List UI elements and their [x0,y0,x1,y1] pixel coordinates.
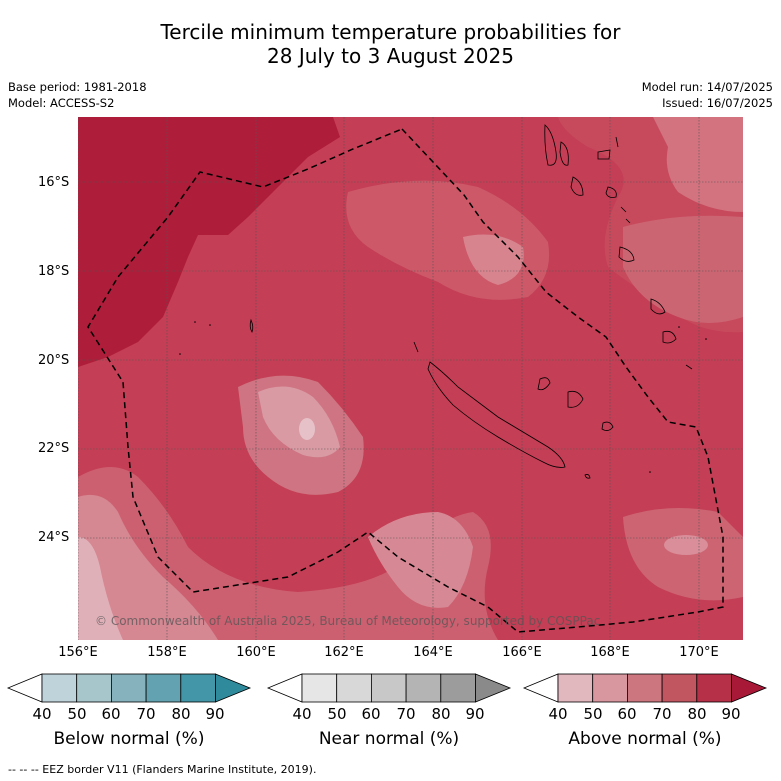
cbar-near-seg-1 [301,673,338,703]
cbar-below-tick-50: 50 [67,705,87,723]
lon-label-164e: 164°E [413,645,453,660]
cbar-near-seg-4 [405,673,442,703]
cbar-below-seg-3 [111,673,147,703]
cbar-above-seg-1 [557,673,594,703]
cbar-near-seg-0 [266,673,303,703]
cbar-near-tick-50: 50 [327,705,347,723]
cbar-near-tick-80: 80 [431,705,451,723]
island-ouvea [537,377,551,391]
title-line-2: 28 July to 3 August 2025 [267,44,514,68]
cbar-near-tick-90: 90 [465,705,485,723]
cbar-below-title: Below normal (%) [53,729,205,749]
small-islands [179,321,707,473]
cbar-above-seg-2 [592,673,628,703]
cbar-below-seg-5 [180,673,216,703]
lon-label-166e: 166°E [502,645,542,660]
cbar-near-seg-6 [475,673,512,703]
cbar-below-tick-80: 80 [171,705,191,723]
issued-date: Issued: 16/07/2025 [662,96,773,110]
region-above-90 [78,117,340,367]
cbar-below-tick-70: 70 [136,705,156,723]
lon-label-170e: 170°E [679,645,719,660]
region-above-50-west [299,418,315,440]
region-above-60-se [664,535,708,555]
eez-footnote: -- -- -- EEZ border V11 (Flanders Marine… [8,763,317,776]
model-run: Model run: 14/07/2025 [641,80,773,94]
cbar-near-seg-2 [336,673,372,703]
cbar-below-seg-4 [145,673,182,703]
eez-border [87,128,724,633]
cbar-below-seg-1 [41,673,78,703]
cbar-above-seg-0 [522,673,559,703]
cbar-above-title: Above normal (%) [568,729,722,749]
cbar-above-seg-4 [661,673,698,703]
lat-label-16s: 16°S [38,175,70,190]
cbar-above-seg-3 [627,673,663,703]
cbar-near-tick-70: 70 [396,705,416,723]
cbar-near-seg-3 [371,673,407,703]
cbar-above-seg-6 [731,673,768,703]
cbar-above-tick-50: 50 [583,705,603,723]
region-above-70-east [623,215,743,323]
lon-label-156e: 156°E [58,645,98,660]
region-above-70-center [463,234,524,285]
island-lifou [567,390,584,408]
island-pines [584,474,591,479]
region-above-70-ne [653,117,743,212]
lat-label-20s: 20°S [38,353,70,368]
cbar-above-tick-40: 40 [548,705,568,723]
cbar-below-seg-2 [76,673,112,703]
lon-label-158e: 158°E [147,645,187,660]
meta-left: Base period: 1981-2018 Model: ACCESS-S2 [8,79,147,111]
colorbar-above-normal [522,673,768,703]
cbar-below-tick-90: 90 [205,705,225,723]
lat-label-18s: 18°S [38,264,70,279]
colorbar-below-normal [6,673,252,703]
cbar-above-tick-70: 70 [652,705,672,723]
copyright-text: © Commonwealth of Australia 2025, Bureau… [95,614,601,628]
region-above-60-west [258,386,340,458]
cbar-below-tick-60: 60 [101,705,121,723]
cbar-above-tick-90: 90 [721,705,741,723]
meta-right: Model run: 14/07/2025 Issued: 16/07/2025 [642,79,773,111]
new-caledonia-coast [427,361,566,468]
lon-label-168e: 168°E [590,645,630,660]
island-mare [601,421,614,431]
cbar-below-seg-0 [6,673,43,703]
cbar-above-tick-80: 80 [687,705,707,723]
cbar-near-title: Near normal (%) [318,729,460,749]
vanuatu-islands [544,124,693,370]
colorbar-near-normal [266,673,512,703]
map-title: Tercile minimum temperature probabilitie… [0,20,781,68]
base-period: Base period: 1981-2018 [8,80,147,94]
region-above-60-sw [78,494,218,640]
cbar-below-seg-6 [215,673,252,703]
region-above-50-sw [78,537,123,640]
title-line-1: Tercile minimum temperature probabilitie… [160,20,621,44]
cbar-near-seg-5 [440,673,476,703]
lon-label-162e: 162°E [324,645,364,660]
cbar-above-tick-60: 60 [617,705,637,723]
lon-label-160e: 160°E [236,645,276,660]
map-panel [78,117,743,640]
cbar-near-tick-40: 40 [292,705,312,723]
lat-label-24s: 24°S [38,530,70,545]
cbar-near-tick-60: 60 [361,705,381,723]
region-above-60-south [368,512,473,608]
cbar-below-tick-40: 40 [32,705,52,723]
lat-label-22s: 22°S [38,441,70,456]
model-name: Model: ACCESS-S2 [8,96,115,110]
probability-map [78,117,743,640]
island-chesterfield [249,318,254,333]
island-belep [413,341,419,353]
cbar-above-seg-5 [696,673,732,703]
